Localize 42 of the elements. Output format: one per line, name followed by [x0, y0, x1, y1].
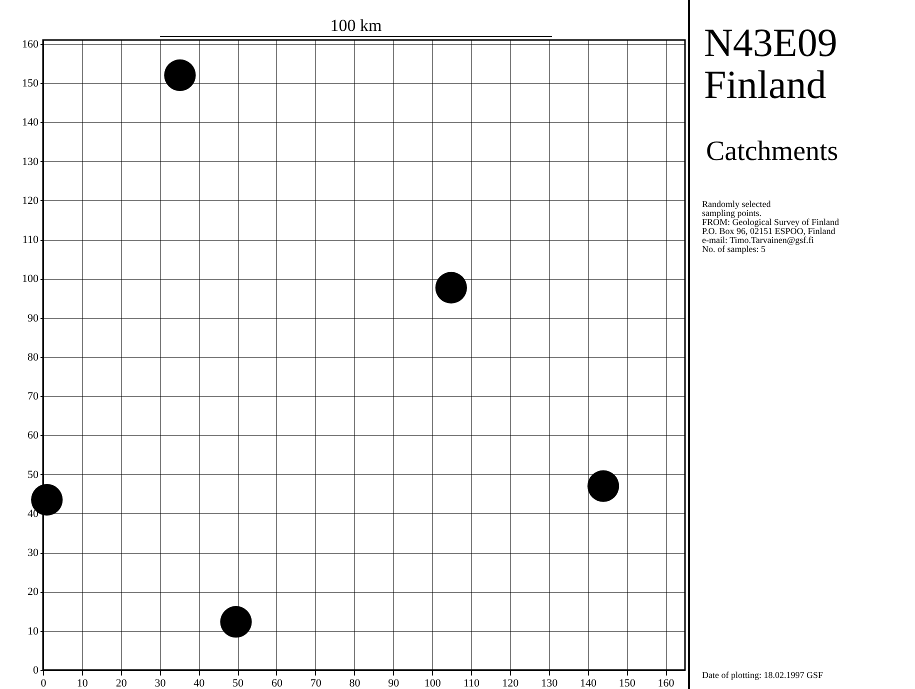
x-tick-label: 70: [310, 678, 322, 689]
text: N43E09 Finland: [704, 20, 838, 107]
y-tick-label: 140: [22, 116, 39, 129]
y-tick-label: 90: [28, 312, 39, 324]
scale-bar: 100 km: [160, 16, 552, 37]
x-tick-label: 130: [541, 678, 558, 689]
y-tick-label: 80: [28, 351, 39, 364]
point: [220, 606, 252, 638]
point: [435, 272, 467, 304]
y-tick-label: 50: [28, 468, 39, 481]
x-tick-label: 140: [580, 678, 597, 689]
text: Catchments: [706, 136, 840, 168]
text: Randomly selected sampling points. FROM: Geological Survey of Finland P.O. Box 96, 02151 ESPOO, Finland e-mail: Timo.Tarvainen@gsf.fi No. of samples: 5: [702, 199, 840, 254]
x-tick-label: 50: [232, 678, 244, 689]
x-tick-label: 160: [658, 678, 675, 689]
y-tick-label: 30: [28, 547, 39, 560]
x-tick-label: 30: [154, 678, 166, 689]
x-tick-label: 20: [116, 678, 128, 689]
x-tick-label: 150: [618, 678, 636, 689]
y-tick-label: 130: [22, 156, 39, 168]
y-tick-label: 160: [22, 38, 39, 50]
x-tick-label: 120: [502, 678, 520, 689]
y-tick-label: 10: [28, 625, 39, 638]
x-tick-label: 90: [388, 678, 400, 689]
y-tick-label: 70: [28, 390, 39, 403]
x-tick-label: 100: [424, 678, 442, 689]
x-tick-label: 80: [349, 678, 361, 689]
y-tick-label: 150: [22, 78, 39, 90]
x-tick-label: 40: [194, 678, 206, 689]
x-tick-label: 110: [463, 678, 480, 689]
text: Date of plotting: 18.02.1997 GSF: [702, 670, 823, 680]
y-tick-label: 120: [22, 194, 39, 207]
y-tick-label: 110: [22, 234, 39, 246]
x-tick-label: 10: [76, 678, 88, 689]
y-tick-label: 20: [28, 586, 39, 598]
y-tick-label: 100: [22, 273, 39, 286]
x-tick-label: 0: [40, 678, 47, 689]
y-tick-label: 60: [28, 430, 39, 442]
point: [164, 59, 196, 91]
x-tick-label: 60: [271, 678, 283, 689]
point: [587, 470, 620, 502]
y-tick-label: 0: [33, 664, 39, 676]
